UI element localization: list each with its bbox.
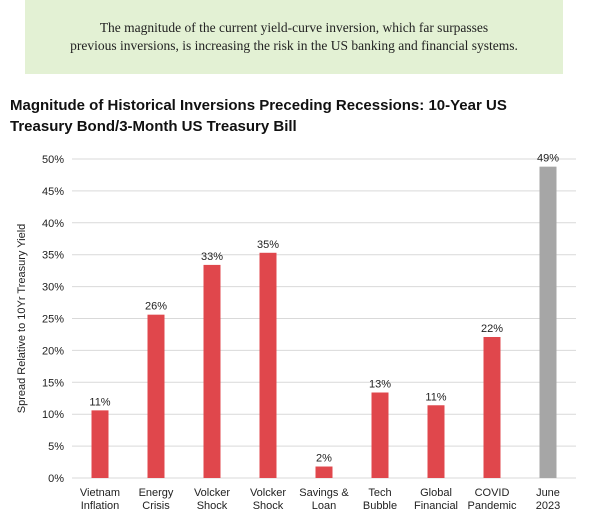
y-tick-label: 35% (42, 250, 64, 262)
data-label: 2% (316, 453, 332, 465)
x-tick-label: Volcker (194, 487, 230, 499)
summary-text: The magnitude of the current yield-curve… (25, 19, 563, 55)
chart-title-line-1: Magnitude of Historical Inversions Prece… (10, 97, 507, 114)
y-tick-label: 5% (48, 441, 64, 453)
y-tick-label: 45% (42, 186, 64, 198)
data-label: 11% (89, 396, 110, 408)
data-label: 22% (481, 323, 503, 335)
y-tick-label: 10% (42, 409, 64, 421)
bar (315, 466, 333, 478)
y-tick-label: 40% (42, 218, 64, 230)
x-tick-label: Energy (139, 487, 174, 499)
x-tick-label: Shock (253, 500, 284, 512)
summary-banner: The magnitude of the current yield-curve… (25, 0, 563, 74)
chart-title: Magnitude of Historical Inversions Prece… (10, 95, 570, 137)
x-tick-label: Global (420, 487, 452, 499)
x-tick-label: 2023 (536, 500, 560, 512)
data-label: 11% (425, 391, 446, 403)
bar (539, 166, 557, 478)
data-label: 26% (145, 301, 167, 313)
data-label: 33% (201, 251, 223, 263)
summary-line-1: The magnitude of the current yield-curve… (99, 20, 489, 35)
x-tick-label: Savings & (299, 487, 349, 499)
x-tick-label: Loan (312, 500, 336, 512)
bar (91, 410, 109, 478)
x-tick-label: Pandemic (468, 500, 517, 512)
y-tick-label: 20% (42, 345, 64, 357)
bar (427, 405, 445, 478)
y-tick-label: 50% (42, 154, 64, 166)
data-label: 49% (537, 153, 559, 165)
bar (203, 264, 221, 478)
data-label: 13% (369, 379, 391, 391)
y-tick-label: 30% (42, 282, 64, 294)
x-tick-label: Bubble (363, 500, 397, 512)
bar (371, 392, 389, 478)
x-tick-label: June (536, 487, 560, 499)
y-tick-label: 25% (42, 314, 64, 326)
y-axis-label: Spread Relative to 10Yr Treasury Yield (16, 224, 28, 414)
chart-title-line-2: Treasury Bond/3-Month US Treasury Bill (10, 118, 297, 135)
x-tick-label: Vietnam (80, 487, 120, 499)
bar (259, 252, 277, 478)
bar (483, 337, 501, 478)
x-tick-label: Tech (368, 487, 391, 499)
y-tick-label: 0% (48, 473, 64, 485)
x-tick-label: COVID (475, 487, 510, 499)
y-tick-label: 15% (42, 377, 64, 389)
x-tick-label: Crisis (142, 500, 170, 512)
summary-line-2: previous inversions, is increasing the r… (70, 38, 518, 53)
bar (147, 314, 165, 478)
data-label: 35% (257, 239, 279, 251)
x-tick-label: Volcker (250, 487, 286, 499)
x-tick-label: Financial (414, 500, 458, 512)
x-tick-label: Shock (197, 500, 228, 512)
x-tick-label: Inflation (81, 500, 120, 512)
